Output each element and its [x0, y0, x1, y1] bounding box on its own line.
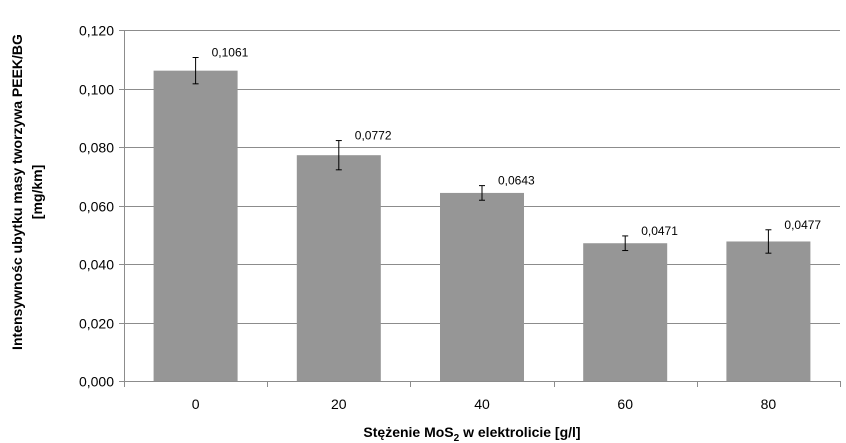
- data-label: 0,0471: [641, 224, 678, 238]
- y-tick-label: 0,060: [79, 199, 114, 215]
- x-axis-title-subscript: 2: [454, 433, 460, 443]
- y-tick-label: 0,000: [79, 374, 114, 390]
- bar: [153, 70, 238, 381]
- y-tick-label: 0,080: [79, 140, 114, 156]
- x-tick-label: 20: [331, 396, 347, 412]
- x-tick-label: 80: [761, 396, 777, 412]
- y-tick-label: 0,100: [79, 82, 114, 98]
- grid-lines: [119, 30, 841, 387]
- bar: [296, 155, 381, 381]
- x-axis-title: Stężenie MoS2 w elektrolicie [g/l]: [363, 424, 580, 443]
- y-tick-label: 0,120: [79, 23, 114, 39]
- x-axis-title-rest: w elektrolicie [g/l]: [459, 424, 580, 440]
- x-tick-label: 40: [474, 396, 490, 412]
- y-tick-label: 0,020: [79, 316, 114, 332]
- x-tick-labels: 0 20 40 60 80: [192, 396, 777, 412]
- data-labels-group: 0,1061 0,0772 0,0643 0,0471 0,0477: [212, 45, 822, 237]
- y-tick-label: 0,040: [79, 257, 114, 273]
- error-bars-group: [192, 56, 772, 254]
- data-label: 0,1061: [212, 45, 249, 59]
- x-tick-label: 60: [617, 396, 633, 412]
- bar: [583, 243, 668, 381]
- data-label: 0,0643: [498, 174, 535, 188]
- y-tick-labels: 0,000 0,020 0,040 0,060 0,080 0,100 0,120: [79, 23, 114, 390]
- bars-group: [153, 70, 811, 381]
- x-tick-label: 0: [192, 396, 200, 412]
- bar: [440, 192, 524, 381]
- bar: [726, 241, 811, 381]
- y-axis-title-line1: Intensywnośc ubytku masy tworzywa PEEK/B…: [9, 34, 25, 350]
- data-label: 0,0477: [784, 218, 821, 232]
- x-axis-title-main: Stężenie MoS: [363, 424, 453, 440]
- y-axis-title-line2: [mg/km]: [29, 165, 45, 219]
- data-label: 0,0772: [355, 129, 392, 143]
